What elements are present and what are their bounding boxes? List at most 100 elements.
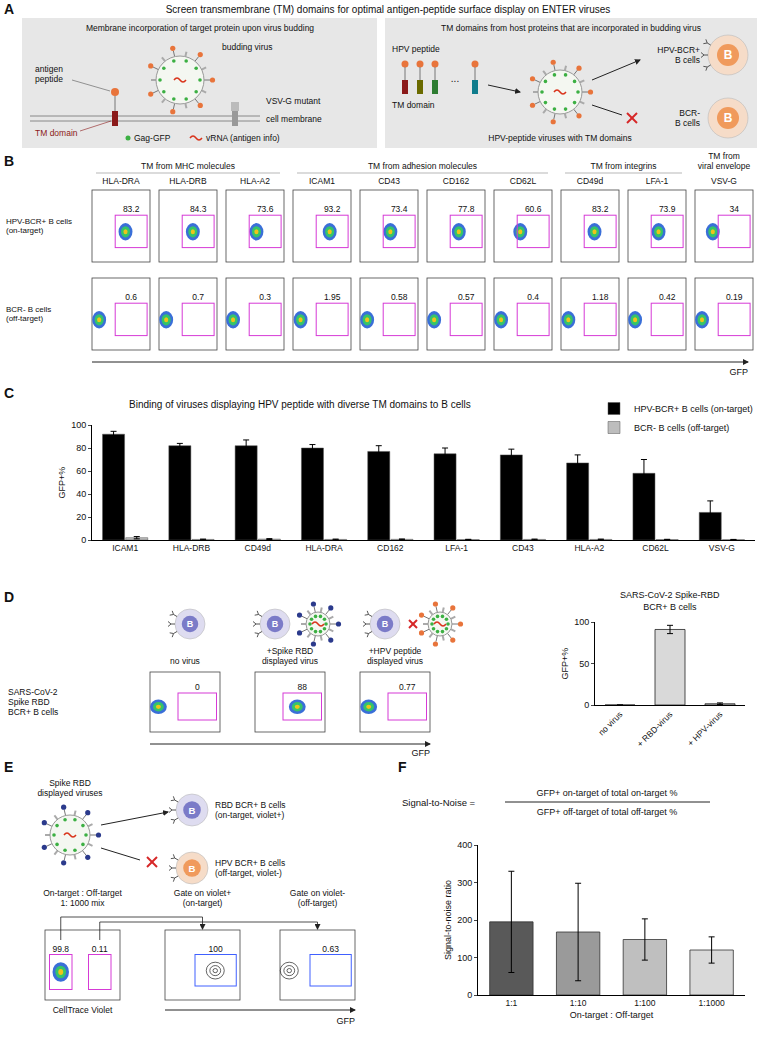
svg-text:TM from adhesion molecules: TM from adhesion molecules [368, 161, 477, 171]
svg-text:On-target : Off-target1: 1000: On-target : Off-target1: 1000 mix [43, 888, 122, 908]
svg-text:GFP+ off-target of total off-t: GFP+ off-target of total off-target % [537, 807, 678, 817]
svg-text:100: 100 [574, 617, 589, 627]
svg-text:SARS-CoV-2Spike RBDBCR+ B cell: SARS-CoV-2Spike RBDBCR+ B cells [8, 687, 58, 717]
svg-text:CD43: CD43 [512, 543, 534, 553]
svg-text:60: 60 [76, 466, 86, 476]
svg-text:0.57: 0.57 [458, 292, 475, 302]
svg-text:VSV-G: VSV-G [711, 176, 737, 186]
svg-text:SARS-CoV-2 Spike-RBDBCR+ B cel: SARS-CoV-2 Spike-RBDBCR+ B cells [620, 590, 720, 612]
svg-text:+ HPV-virus: + HPV-virus [685, 709, 724, 748]
svg-text:CD43: CD43 [378, 176, 400, 186]
svg-text:HPV-BCR+ B cells (on-target): HPV-BCR+ B cells (on-target) [634, 404, 753, 414]
svg-text:BCR-B cells: BCR-B cells [675, 108, 700, 128]
svg-text:C: C [4, 385, 14, 401]
svg-text:B: B [189, 805, 196, 816]
svg-text:HPV peptide: HPV peptide [392, 44, 440, 54]
svg-text:CD49d: CD49d [245, 543, 272, 553]
svg-text:CD62L: CD62L [642, 543, 669, 553]
svg-text:HLA-DRA: HLA-DRA [102, 176, 140, 186]
svg-text:1.95: 1.95 [324, 292, 341, 302]
svg-text:0.77: 0.77 [399, 682, 416, 692]
svg-text:LFA-1: LFA-1 [646, 176, 669, 186]
svg-text:Screen transmembrane (TM) doma: Screen transmembrane (TM) domains for op… [166, 4, 611, 15]
svg-text:GFP: GFP [336, 1016, 355, 1026]
svg-text:F: F [398, 759, 407, 775]
svg-text:Gate on violet-(off-target): Gate on violet-(off-target) [290, 888, 345, 908]
svg-text:77.8: 77.8 [458, 204, 475, 214]
svg-text:GFP: GFP [411, 748, 430, 758]
svg-text:100: 100 [209, 944, 223, 954]
svg-text:Gag-GFP: Gag-GFP [134, 133, 171, 143]
svg-text:TM from MHC molecules: TM from MHC molecules [141, 161, 235, 171]
svg-text:On-target : Off-target: On-target : Off-target [570, 1010, 654, 1020]
svg-text:CD62L: CD62L [510, 176, 537, 186]
svg-text:99.8: 99.8 [52, 944, 69, 954]
svg-text:antigenpeptide: antigenpeptide [35, 64, 63, 84]
svg-text:0.19: 0.19 [726, 292, 743, 302]
svg-text:HLA-DRA: HLA-DRA [305, 543, 343, 553]
svg-text:D: D [4, 589, 14, 605]
svg-text:budding virus: budding virus [222, 42, 273, 52]
svg-text:0.63: 0.63 [322, 944, 339, 954]
svg-text:HLA-DRB: HLA-DRB [169, 176, 207, 186]
svg-text:0: 0 [81, 535, 86, 545]
svg-text:GFP+%: GFP+% [560, 648, 570, 680]
svg-text:1:10: 1:10 [570, 998, 587, 1008]
svg-text:+Spike RBDdisplayed virus: +Spike RBDdisplayed virus [262, 646, 318, 666]
svg-text:50: 50 [579, 659, 589, 669]
svg-text:TM domain: TM domain [392, 100, 435, 110]
svg-text:20: 20 [76, 512, 86, 522]
svg-text:100: 100 [71, 420, 86, 430]
svg-text:TM domain: TM domain [35, 128, 78, 138]
svg-text:VSV-G: VSV-G [709, 543, 735, 553]
svg-text:Gate on violet+(on-target): Gate on violet+(on-target) [174, 888, 231, 908]
svg-text:ICAM1: ICAM1 [309, 176, 335, 186]
svg-text:B: B [382, 619, 389, 629]
svg-text:Binding of viruses displaying: Binding of viruses displaying HPV peptid… [129, 399, 471, 410]
svg-text:0.7: 0.7 [192, 292, 204, 302]
svg-text:B: B [187, 619, 194, 629]
svg-text:60.6: 60.6 [525, 204, 542, 214]
svg-text:...: ... [451, 73, 459, 84]
svg-text:Signal-to-noise ratio: Signal-to-noise ratio [443, 880, 453, 960]
svg-text:cell membrane: cell membrane [266, 114, 322, 124]
svg-text:no virus: no virus [170, 656, 200, 666]
svg-text:CD162: CD162 [443, 176, 470, 186]
svg-text:88: 88 [298, 682, 308, 692]
svg-text:0.4: 0.4 [527, 292, 539, 302]
svg-text:93.2: 93.2 [324, 204, 341, 214]
svg-text:A: A [4, 1, 14, 17]
svg-text:0.3: 0.3 [259, 292, 271, 302]
svg-text:100: 100 [457, 953, 472, 963]
svg-text:1.18: 1.18 [592, 292, 609, 302]
svg-text:HLA-DRB: HLA-DRB [173, 543, 211, 553]
svg-text:1:1000: 1:1000 [699, 998, 725, 1008]
svg-text:73.9: 73.9 [659, 204, 676, 214]
svg-text:GFP+%: GFP+% [57, 467, 67, 499]
svg-text:73.6: 73.6 [257, 204, 274, 214]
svg-text:B: B [724, 48, 733, 62]
svg-text:CD162: CD162 [377, 543, 404, 553]
svg-text:0.42: 0.42 [659, 292, 676, 302]
svg-text:ICAM1: ICAM1 [112, 543, 138, 553]
svg-text:TM domains from host proteins: TM domains from host proteins that are i… [441, 23, 701, 33]
svg-text:BCR- B cells(off-target): BCR- B cells(off-target) [6, 305, 51, 323]
svg-text:1:1: 1:1 [505, 998, 517, 1008]
svg-text:B: B [189, 863, 196, 874]
svg-text:GFP: GFP [729, 367, 748, 377]
svg-text:RBD BCR+ B cells(on-target, vi: RBD BCR+ B cells(on-target, violet+) [215, 800, 286, 820]
svg-text:400: 400 [457, 840, 472, 850]
svg-text:80: 80 [76, 443, 86, 453]
svg-text:40: 40 [76, 489, 86, 499]
svg-text:Spike RBDdisplayed viruses: Spike RBDdisplayed viruses [37, 778, 102, 798]
svg-text:0.11: 0.11 [92, 944, 108, 954]
svg-text:B: B [272, 619, 279, 629]
svg-text:LFA-1: LFA-1 [445, 543, 468, 553]
svg-text:vRNA (antigen info): vRNA (antigen info) [206, 133, 280, 143]
svg-text:CD49d: CD49d [577, 176, 604, 186]
svg-text:73.4: 73.4 [391, 204, 408, 214]
svg-text:no virus: no virus [596, 709, 624, 737]
svg-text:TM fromviral envelope: TM fromviral envelope [698, 151, 751, 171]
svg-text:B: B [724, 111, 733, 125]
svg-text:34: 34 [729, 204, 739, 214]
